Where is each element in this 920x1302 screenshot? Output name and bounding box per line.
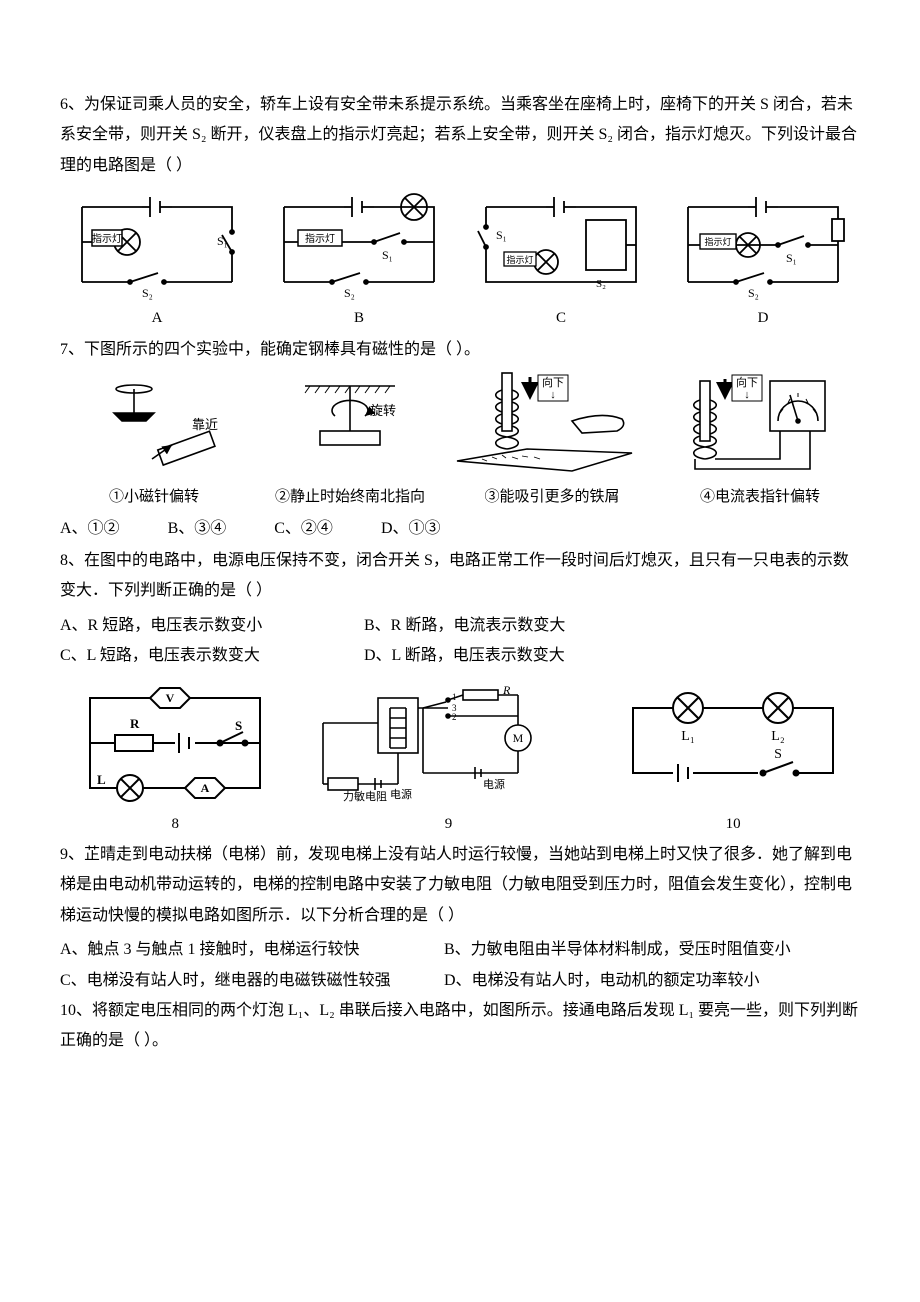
q7-figure-row: 靠近 ①小磁针偏转 旋转 ②静止时始终南北指向	[60, 371, 860, 512]
s1-label: S₁	[217, 234, 228, 248]
q8-opt-b: B、R 断路，电流表示数变大	[364, 617, 565, 634]
question-8: 8、在图中的电路中，电源电压保持不变，闭合开关 S，电路正常工作一段时间后灯熄灭…	[60, 546, 860, 607]
fig10-label: 10	[606, 810, 860, 839]
fig9-label: 9	[299, 810, 599, 839]
l2-label: L₂	[771, 729, 785, 744]
q9-opt-d: D、电梯没有站人时，电动机的额定功率较小	[444, 972, 760, 989]
question-6: 6、为保证司乘人员的安全，轿车上设有安全带未系提示系统。当乘客坐在座椅上时，座椅…	[60, 90, 860, 181]
q6-fig-d: 指示灯 S₁ S₂ D	[666, 187, 860, 333]
q7-opt-a: A、①②	[60, 514, 120, 544]
power2-label: 电源	[483, 777, 505, 791]
figure-8: V A R S L 8	[60, 678, 291, 839]
m-label: M	[513, 731, 524, 745]
fig8-label: 8	[60, 810, 291, 839]
q10-text: 10、将额定电压相同的两个灯泡 L₁、L₂ 串联后接入电路中，如图所示。接通电路…	[60, 1002, 858, 1049]
anno-rotate: 旋转	[370, 403, 396, 418]
q6-label-c: C	[464, 304, 658, 333]
anno-approach: 靠近	[192, 417, 218, 432]
q6-label-a: A	[60, 304, 254, 333]
q6-fig-a: 指示灯 S₁ S₂ A	[60, 187, 254, 333]
q7-fig-4: 向下 ↓ ④电流表指针偏转	[660, 371, 860, 512]
q7-options: A、①② B、③④ C、②④ D、①③	[60, 514, 860, 544]
s-label: S	[235, 718, 242, 733]
anno-down-2: 向下	[736, 375, 758, 389]
q6-text: 6、为保证司乘人员的安全，轿车上设有安全带未系提示系统。当乘客坐在座椅上时，座椅…	[60, 96, 857, 174]
lamp-label-d: 指示灯	[704, 236, 731, 247]
force-res-label: 力敏电阻	[343, 789, 387, 803]
lamp-label-c: 指示灯	[506, 254, 533, 265]
question-10: 10、将额定电压相同的两个灯泡 L₁、L₂ 串联后接入电路中，如图所示。接通电路…	[60, 996, 860, 1057]
s1-label-b: S₁	[382, 248, 393, 262]
q9-options: A、触点 3 与触点 1 接触时，电梯运行较快 B、力敏电阻由半导体材料制成，受…	[60, 935, 860, 996]
lamp-label-b: 指示灯	[305, 232, 335, 245]
q7-fig-2: 旋转 ②静止时始终南北指向	[256, 371, 444, 512]
question-7: 7、下图所示的四个实验中，能确定钢棒具有磁性的是（ ）。	[60, 335, 860, 365]
r-label-9: R	[502, 683, 511, 697]
a-label: A	[201, 781, 210, 795]
q7-opt-c: C、②④	[274, 514, 333, 544]
l1-label: L₁	[681, 729, 694, 744]
figure-9: 力敏电阻 电源 电源 R M 1 3 2 9	[299, 678, 599, 839]
lamp-label: 指示灯	[92, 232, 122, 245]
q8-opt-a: A、R 短路，电压表示数变小	[60, 611, 360, 641]
q6-figure-row: 指示灯 S₁ S₂ A	[60, 187, 860, 333]
svg-text:↓: ↓	[550, 389, 556, 401]
s2-label: S₂	[142, 286, 153, 300]
q9-opt-a: A、触点 3 与触点 1 接触时，电梯运行较快	[60, 935, 440, 965]
power1-label: 电源	[390, 787, 412, 801]
q7-text: 7、下图所示的四个实验中，能确定钢棒具有磁性的是（ ）。	[60, 341, 480, 358]
figure-10: L₁ L₂ S 10	[606, 678, 860, 839]
svg-text:S₂: S₂	[596, 278, 606, 290]
r-label: R	[130, 716, 140, 731]
q6-fig-b: 指示灯 S₁ S₂ B	[262, 187, 456, 333]
q7-opt-d: D、①③	[381, 514, 441, 544]
q9-opt-b: B、力敏电阻由半导体材料制成，受压时阻值变小	[444, 941, 791, 958]
s2-label-b: S₂	[344, 286, 355, 300]
q8-9-10-figure-row: V A R S L 8	[60, 678, 860, 839]
n2: 2	[452, 712, 457, 722]
l-label: L	[97, 772, 106, 787]
q8-options: A、R 短路，电压表示数变小 B、R 断路，电流表示数变大 C、L 短路，电压表…	[60, 611, 860, 672]
s1-label-d: S₁	[786, 251, 797, 265]
s2-label-d: S₂	[748, 286, 759, 300]
s-label-10: S	[774, 747, 782, 762]
q7-fig-1: 靠近 ①小磁针偏转	[60, 371, 248, 512]
q7-opt-b: B、③④	[168, 514, 227, 544]
n1: 1	[452, 692, 457, 702]
q9-opt-c: C、电梯没有站人时，继电器的电磁铁磁性较强	[60, 966, 440, 996]
q9-text: 9、芷晴走到电动扶梯（电梯）前，发现电梯上没有站人时运行较慢，当她站到电梯上时又…	[60, 846, 852, 924]
q7-cap-3: ③能吸引更多的铁屑	[452, 483, 652, 512]
q6-fig-c: S₁ 指示灯 S₂ C	[464, 187, 658, 333]
q7-cap-2: ②静止时始终南北指向	[256, 483, 444, 512]
v-label: V	[166, 691, 175, 705]
s1-label-c: S₁	[496, 228, 507, 242]
anno-down-1: 向下	[542, 375, 564, 389]
q7-cap-4: ④电流表指针偏转	[660, 483, 860, 512]
q6-label-d: D	[666, 304, 860, 333]
q7-fig-3: 向下 ↓ ③能吸引更多的铁屑	[452, 371, 652, 512]
q8-opt-c: C、L 短路，电压表示数变大	[60, 641, 360, 671]
q8-text: 8、在图中的电路中，电源电压保持不变，闭合开关 S，电路正常工作一段时间后灯熄灭…	[60, 552, 849, 599]
question-9: 9、芷晴走到电动扶梯（电梯）前，发现电梯上没有站人时运行较慢，当她站到电梯上时又…	[60, 840, 860, 931]
q6-label-b: B	[262, 304, 456, 333]
q7-cap-1: ①小磁针偏转	[60, 483, 248, 512]
q8-opt-d: D、L 断路，电压表示数变大	[364, 647, 565, 664]
svg-text:↓: ↓	[744, 389, 750, 401]
